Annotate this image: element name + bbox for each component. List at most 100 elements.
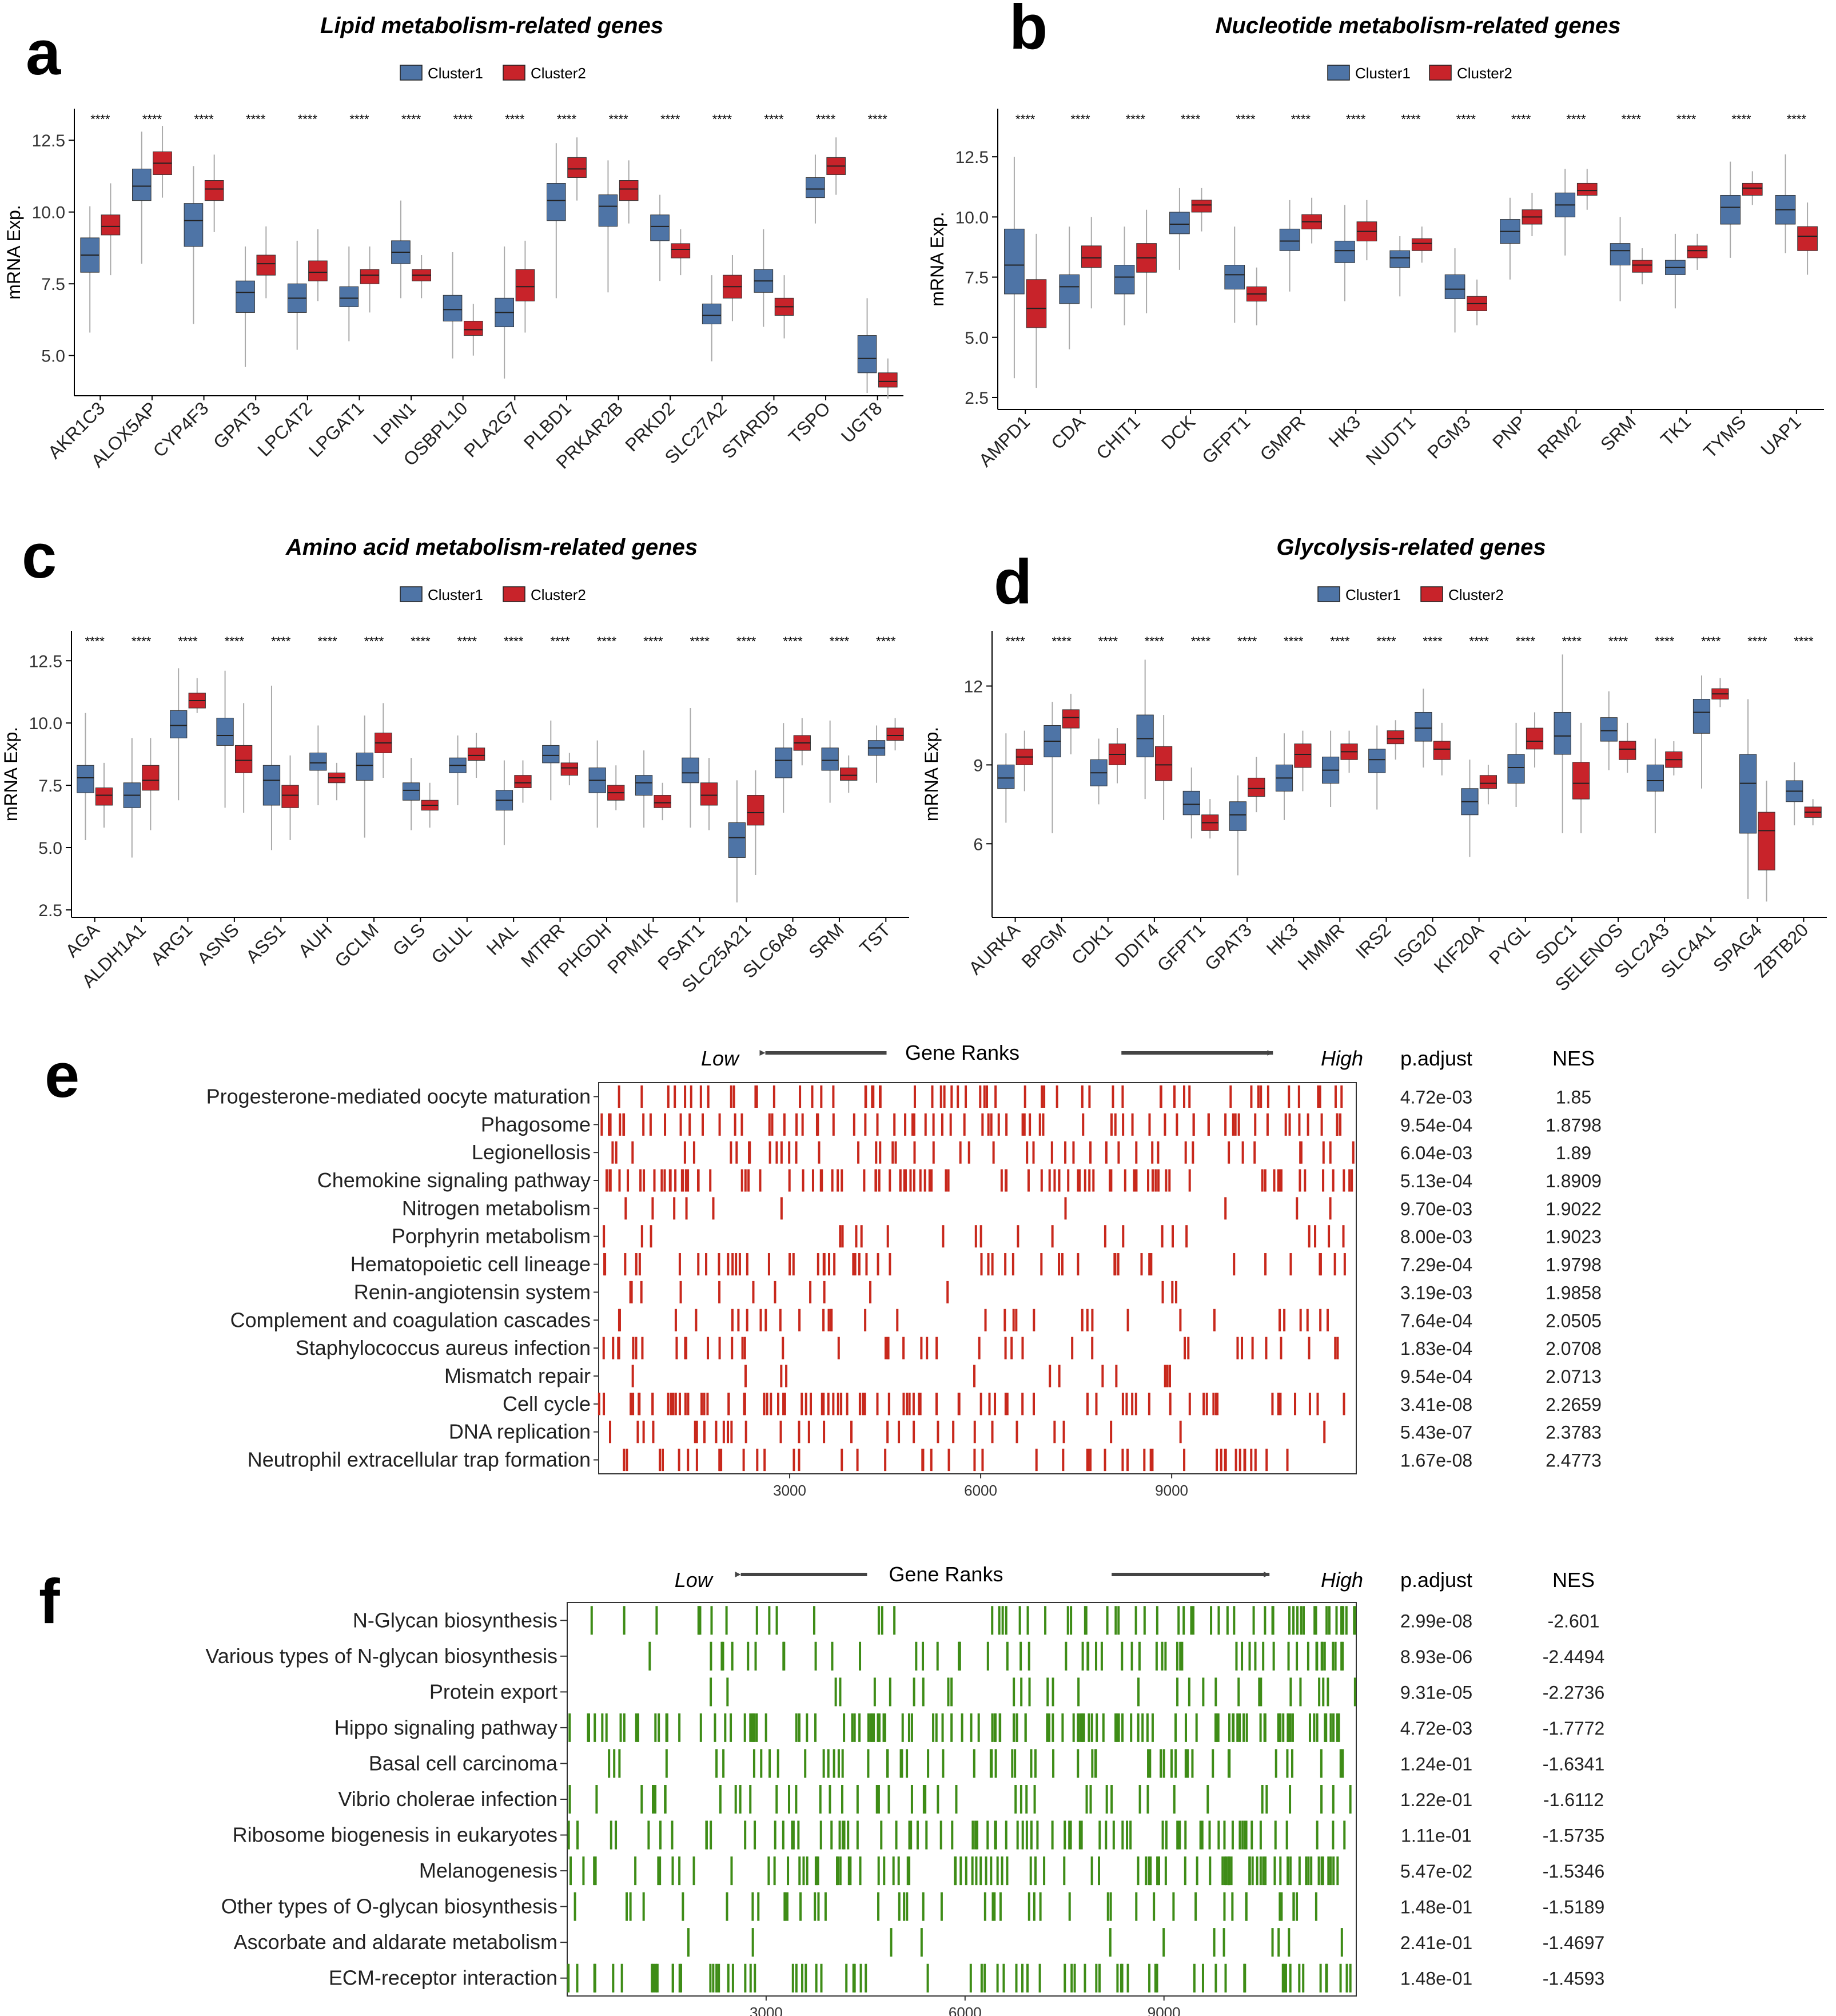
term-label: Staphylococcus aureus infection [296, 1336, 591, 1359]
box-cluster1 [1182, 790, 1200, 816]
padj-value: 5.13e-04 [1400, 1171, 1472, 1191]
rug-row [598, 1393, 1345, 1415]
legend-swatch-cluster1 [1327, 65, 1350, 81]
y-axis-label: mRNA Exp. [927, 212, 947, 306]
significance-label: **** [1145, 634, 1165, 649]
x-tick-label: PPM1K [603, 919, 662, 977]
x-tick-label: AMPD1 [975, 411, 1034, 470]
term-label: Complement and coagulation cascades [230, 1308, 591, 1331]
box-cluster1 [1646, 764, 1664, 792]
high-label: High [1321, 1047, 1363, 1070]
y-tick-label: 7.5 [41, 275, 65, 294]
x-tick-label: STARD5 [718, 397, 782, 462]
x-tick-label: DCK [1157, 411, 1199, 453]
nes-value: -2.2736 [1543, 1682, 1605, 1703]
box-cluster2 [671, 243, 691, 259]
significance-label: **** [1469, 634, 1489, 649]
gene-ranks-label: Gene Ranks [889, 1562, 1003, 1586]
term-label: Phagosome [481, 1112, 591, 1136]
term-label: Chemokine signaling pathway [317, 1168, 591, 1192]
box-cluster1 [339, 286, 359, 307]
padj-value: 9.31e-05 [1400, 1682, 1472, 1703]
term-label: Neutrophil extracellular trap formation [248, 1448, 591, 1472]
box-cluster2 [142, 765, 160, 791]
rug-row [603, 1253, 1346, 1276]
significance-label: **** [401, 112, 421, 126]
box-cluster1 [1389, 250, 1411, 268]
significance-label: **** [1126, 112, 1146, 126]
box-cluster2 [1526, 727, 1544, 750]
padj-value: 1.24e-01 [1400, 1753, 1472, 1774]
significance-label: **** [643, 634, 663, 649]
rug-row [618, 1309, 1329, 1331]
rug-row [687, 1928, 1343, 1957]
chart-title: Glycolysis-related genes [1276, 535, 1546, 560]
x-tick-label: UAP1 [1757, 411, 1805, 460]
significance-label: **** [1701, 634, 1721, 649]
term-label: DNA replication [449, 1420, 591, 1444]
x-tick-label: HMMR [1293, 919, 1348, 974]
padj-value: 1.48e-01 [1400, 1969, 1472, 1989]
box-cluster1 [1279, 228, 1300, 251]
box-cluster1 [1415, 711, 1432, 742]
x-tick-label: HK3 [1325, 411, 1364, 451]
nes-value: 2.3783 [1546, 1422, 1602, 1443]
y-tick-label: 10.0 [29, 714, 62, 733]
low-label: Low [701, 1047, 740, 1070]
significance-label: **** [349, 112, 369, 126]
box-cluster2 [1387, 730, 1404, 745]
significance-label: **** [85, 634, 105, 649]
box-cluster1 [728, 822, 746, 858]
nes-value: 1.89 [1556, 1143, 1591, 1163]
box-cluster1 [635, 775, 653, 796]
y-tick-label: 12.5 [955, 148, 989, 167]
box-cluster1 [1600, 717, 1618, 742]
significance-label: **** [1376, 634, 1396, 649]
nes-value: 2.0713 [1546, 1366, 1602, 1387]
box-cluster2 [308, 260, 328, 281]
term-label: Porphyrin metabolism [392, 1224, 591, 1248]
box-cluster2 [1155, 746, 1173, 781]
nes-value: 1.8798 [1546, 1115, 1602, 1135]
significance-label: **** [1423, 634, 1443, 649]
chart-title: Amino acid metabolism-related genes [285, 535, 698, 560]
box-cluster1 [236, 280, 255, 313]
nes-value: -2.601 [1548, 1611, 1600, 1631]
box-cluster2 [360, 269, 380, 284]
y-tick-label: 6 [973, 835, 983, 854]
box-cluster1 [598, 194, 618, 227]
significance-label: **** [194, 112, 214, 126]
significance-label: **** [411, 634, 431, 649]
box-cluster2 [1797, 226, 1818, 251]
significance-label: **** [868, 112, 888, 126]
box-cluster2 [886, 727, 904, 741]
nes-value: -1.6112 [1543, 1790, 1604, 1810]
significance-label: **** [736, 634, 756, 649]
box-cluster2 [101, 214, 121, 236]
x-tick-label: ARG1 [146, 919, 196, 969]
box-cluster2 [1758, 812, 1775, 870]
significance-label: **** [457, 634, 477, 649]
legend-swatch-cluster2 [1429, 65, 1452, 81]
nes-value: -1.4697 [1543, 1933, 1605, 1953]
significance-label: **** [298, 112, 318, 126]
significance-label: **** [1655, 634, 1675, 649]
rug-row [648, 1641, 1344, 1671]
y-tick-label: 5.0 [41, 347, 65, 366]
rug-row [590, 1606, 1357, 1635]
term-label: Mismatch repair [444, 1364, 591, 1387]
significance-label: **** [453, 112, 473, 126]
box-cluster1 [1368, 749, 1386, 773]
significance-label: **** [364, 634, 384, 649]
significance-label: **** [608, 112, 628, 126]
rug-row [602, 1337, 1339, 1359]
nes-value: 1.9798 [1546, 1255, 1602, 1275]
significance-label: **** [816, 112, 836, 126]
x-tick-label: AURKA [965, 919, 1024, 979]
nes-value: -1.4593 [1543, 1969, 1605, 1989]
high-label: High [1321, 1568, 1363, 1592]
legend-swatch-cluster2 [503, 65, 525, 81]
nes-header: NES [1552, 1047, 1595, 1070]
panel-letter-e: e [45, 1040, 79, 1111]
term-label: Hippo signaling pathway [334, 1716, 557, 1739]
